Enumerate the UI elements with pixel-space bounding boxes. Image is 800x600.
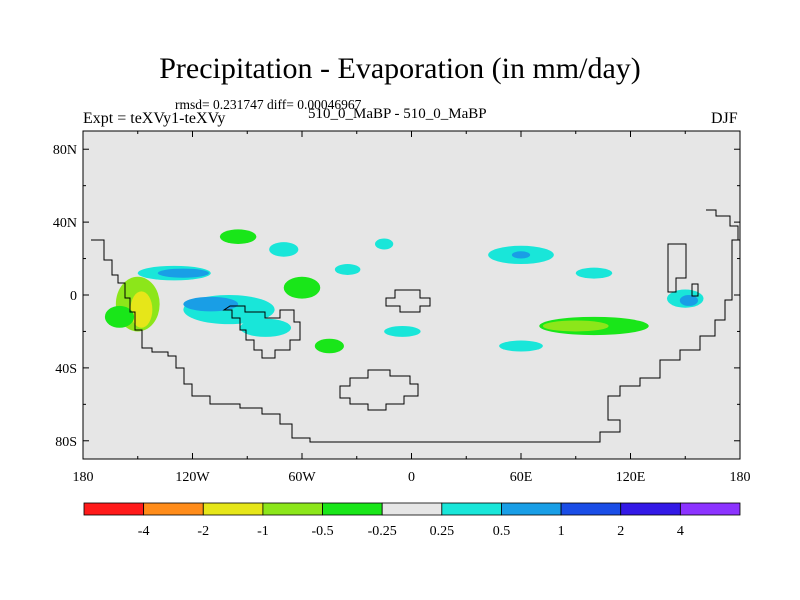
region-e-atlantic-cyan [384,325,421,337]
x-tick-label: 120W [175,470,210,485]
colorbar-swatch [501,502,562,516]
coastline-1 [222,305,301,359]
x-tick-label: 120E [616,470,646,485]
stats-text: rmsd= 0.231747 diff= 0.00046967 [175,97,362,112]
region-s-indian-cyan [499,340,543,352]
colorbar-swatch [83,502,145,516]
y-tick-label: 80N [53,143,77,158]
region-indian-band-core [542,320,609,332]
region-trop-pacific-core [183,296,239,312]
colorbar-label: 2 [617,524,624,539]
region-w-pac-core [679,295,699,306]
colorbar-swatch [679,502,741,516]
colorbar-label: -4 [138,524,150,539]
region-atlantic-cyan [375,238,394,250]
coastline-0 [91,239,740,443]
coastline-6 [691,283,699,297]
colorbar-swatch [262,502,323,516]
chart-title: Precipitation - Evaporation (in mm/day) [159,52,641,85]
region-n-atlantic-cyan [269,242,299,257]
colorbar-swatch [202,502,264,516]
x-tick-label: 60W [288,470,316,485]
center-label: 510_0_MaBP - 510_0_MaBP [308,106,487,122]
map-background [83,131,740,459]
left-label: Expt = teXVy1-teXVy [83,110,226,127]
y-tick-label: 80S [55,435,77,450]
colorbar-label: -0.5 [311,524,333,539]
coastline-4 [667,243,687,293]
region-n-america-green [219,229,257,244]
colorbar-label: -1 [257,524,269,539]
region-s-amer-green [314,338,344,354]
colorbar-swatch [381,502,443,516]
region-nw-atlantic-green [283,276,321,299]
season-label: DJF [711,110,738,127]
y-tick-label: 40N [53,216,77,231]
region-n-pacific-band-core [157,268,209,278]
coastline-2 [385,289,431,313]
colorbar-label: 0.25 [430,524,455,539]
colorbar-label: 4 [677,524,684,539]
x-tick-label: 0 [408,470,415,485]
x-tick-label: 60E [510,470,533,485]
region-amazon-band [239,318,292,337]
colorbar-label: 1 [558,524,565,539]
region-e-asia-cyan [575,267,613,279]
y-tick-label: 40S [55,362,77,377]
colorbar-label: -0.25 [368,524,397,539]
colorbar-swatch [441,502,502,516]
colorbar-swatch [620,502,681,516]
colorbar-swatch [322,502,383,516]
coastline-5 [706,209,740,241]
y-tick-label: 0 [70,289,77,304]
region-asia-core [511,251,531,259]
x-tick-label: 180 [730,470,751,485]
region-w-pacific-core [130,291,153,328]
coastline-3 [339,369,419,411]
colorbar-swatch [560,502,622,516]
region-w-pacific-fringe [104,305,135,328]
colorbar: -4 -2 -1 -0.5 -0.25 0.25 0.5 1 2 4 [83,502,741,539]
x-tick-label: 180 [73,470,94,485]
colorbar-label: 0.5 [493,524,511,539]
colorbar-label: -2 [197,524,209,539]
colorbar-swatch [143,502,204,516]
region-mid-atlantic-cyan [334,264,361,275]
coastlines [91,209,740,443]
